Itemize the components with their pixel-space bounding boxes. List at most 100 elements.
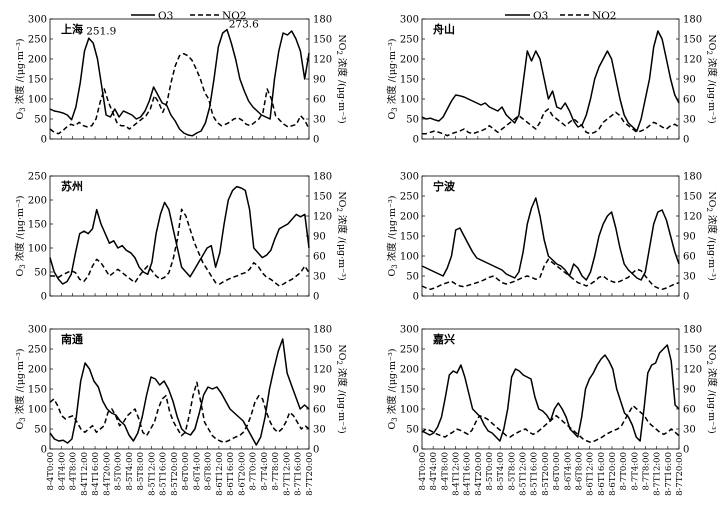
no2-series-line [421,404,680,444]
x-tick-label: 8-7T8:00 [641,452,651,490]
x-tick-label: 8-7T12:00 [282,452,292,496]
x-tick-label: 8-6T8:00 [204,452,214,490]
right-tick-label: 60 [313,95,326,106]
x-tick-label: 8-7T0:00 [619,452,629,490]
left-tick-label: 100 [400,95,419,106]
x-tick-label: 8-7T0:00 [249,452,259,490]
x-tick-label: 8-4T8:00 [69,452,79,490]
right-axis-label: NO2 浓度 /(μg·m⁻³) [705,34,718,123]
left-tick-label: 50 [406,115,419,126]
x-tick-label: 8-6T4:00 [563,452,573,490]
right-tick-label: 0 [683,445,689,456]
left-tick-label: 0 [413,445,419,456]
x-tick-label: 8-6T8:00 [574,452,584,490]
left-axis-label: O3 浓度 /(μg·m⁻³) [386,195,399,276]
no2-series-line [50,208,310,287]
right-tick-label: 30 [313,272,326,283]
right-tick-label: 30 [313,425,326,436]
left-tick-label: 300 [400,172,419,183]
right-tick-label: 120 [683,55,702,66]
no2-series-line [49,381,310,444]
right-tick-label: 30 [683,272,696,283]
x-tick-label: 8-7T12:00 [653,452,663,496]
x-tick-label: 8-4T20:00 [474,452,484,496]
x-tick-label: 8-7T20:00 [305,452,315,496]
right-tick-label: 180 [683,15,702,26]
right-tick-label: 90 [683,385,696,396]
x-tick-label: 8-6T12:00 [215,452,225,496]
legend-no2-label: NO2 [592,10,616,22]
chart-panel-2: 0 50 100 150 200 250 300 0 30 60 90 120 150 180 O3 浓度 … [386,15,718,146]
left-tick-label: 150 [400,232,419,243]
x-tick-label: 8-4T4:00 [429,452,439,490]
x-tick-label: 8-4T16:00 [91,452,101,496]
o3-series-line [49,28,310,137]
left-tick-label: 50 [34,115,47,126]
x-tick-label: 8-4T8:00 [440,452,450,490]
left-tick-label: 100 [28,95,47,106]
left-tick-label: 100 [400,405,419,416]
legend-right: O3 NO2 [505,10,616,22]
x-tick-label: 8-5T16:00 [159,452,169,496]
x-tick-label: 8-5T12:00 [147,452,157,496]
right-tick-label: 120 [683,365,702,376]
left-tick-label: 250 [28,345,47,356]
right-tick-label: 180 [313,15,332,26]
chart-panel-5: 0 50 100 150 200 250 300 0 30 60 90 120 150 180 8-4T0:… [14,325,348,496]
o3-series-line [49,185,310,285]
left-axis-label: O3 浓度 /(μg·m⁻³) [14,38,27,119]
left-tick-label: 250 [400,35,419,46]
left-axis-label: O3 浓度 /(μg·m⁻³) [386,38,399,119]
left-tick-label: 100 [28,405,47,416]
right-tick-label: 60 [683,95,696,106]
left-tick-label: 0 [41,292,47,303]
x-tick-label: 8-6T16:00 [226,452,236,496]
left-tick-label: 100 [400,252,419,263]
chart-panel-1: 0 50 100 150 200 250 300 0 30 60 90 120 150 180 O3 浓度 … [14,15,348,146]
right-tick-label: 30 [313,115,326,126]
right-tick-label: 60 [683,405,696,416]
left-tick-label: 0 [41,135,47,146]
right-tick-label: 180 [313,325,332,336]
o3-series-line [421,344,680,442]
panel-title: 舟山 [433,22,455,36]
right-tick-label: 0 [683,135,689,146]
left-tick-label: 200 [28,55,47,66]
left-tick-label: 150 [28,75,47,86]
right-tick-label: 150 [683,345,702,356]
x-tick-label: 8-4T20:00 [102,452,112,496]
left-tick-label: 200 [28,365,47,376]
left-tick-label: 150 [400,75,419,86]
left-tick-label: 200 [400,212,419,223]
panel-title: 嘉兴 [432,332,455,346]
left-tick-label: 100 [28,244,47,255]
right-axis-label: NO2 浓度 /(μg·m⁻³) [705,344,718,433]
left-tick-label: 200 [400,55,419,66]
left-tick-label: 150 [28,220,47,231]
x-tick-label: 8-4T0:00 [418,452,428,490]
right-axis-label: NO2 浓度 /(μg·m⁻³) [335,191,348,280]
left-tick-label: 250 [28,35,47,46]
x-tick-label: 8-4T12:00 [80,452,90,496]
x-tick-label: 8-5T0:00 [114,452,124,490]
right-tick-label: 0 [313,292,319,303]
right-tick-label: 120 [313,212,332,223]
panel-title: 南通 [61,332,83,346]
o3-series-line [49,338,310,446]
left-tick-label: 0 [413,135,419,146]
x-tick-label: 8-7T16:00 [664,452,674,496]
x-tick-label: 8-4T4:00 [57,452,67,490]
x-tick-label: 8-5T0:00 [485,452,495,490]
left-tick-label: 250 [400,345,419,356]
x-tick-label: 8-5T4:00 [496,452,506,490]
right-tick-label: 90 [683,75,696,86]
panel-title: 宁波 [433,179,456,193]
right-tick-label: 150 [683,192,702,203]
left-tick-label: 50 [406,272,419,283]
legend-o3-label: O3 [158,10,173,22]
chart-panel-4: 0 50 100 150 200 250 300 0 30 60 90 120 150 180 O3 浓度 … [386,172,718,303]
right-tick-label: 60 [313,405,326,416]
right-tick-label: 30 [683,115,696,126]
x-tick-label: 8-7T20:00 [675,452,685,496]
left-tick-label: 50 [34,268,47,279]
